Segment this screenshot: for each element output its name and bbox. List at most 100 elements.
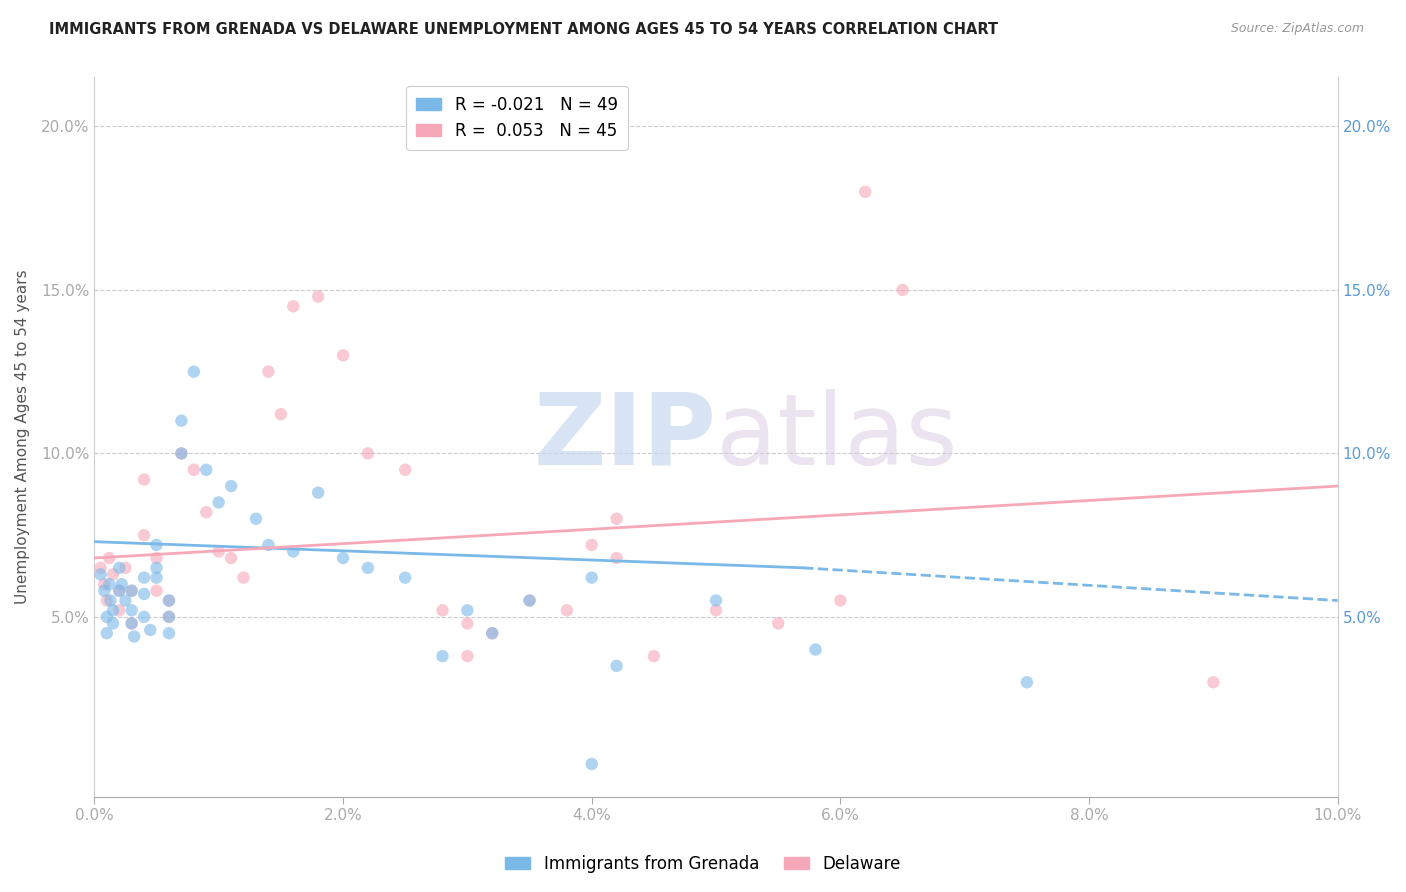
Point	[145, 538, 167, 552]
Point	[270, 407, 292, 421]
Point	[96, 610, 118, 624]
Point	[891, 283, 914, 297]
Point	[157, 593, 180, 607]
Point	[394, 463, 416, 477]
Point	[853, 185, 876, 199]
Point	[283, 299, 305, 313]
Point	[332, 348, 354, 362]
Point	[101, 603, 124, 617]
Point	[704, 603, 727, 617]
Point	[219, 479, 242, 493]
Point	[90, 567, 112, 582]
Point	[139, 623, 162, 637]
Point	[307, 485, 329, 500]
Text: atlas: atlas	[716, 389, 957, 485]
Point	[132, 587, 155, 601]
Point	[1202, 675, 1225, 690]
Legend: Immigrants from Grenada, Delaware: Immigrants from Grenada, Delaware	[499, 848, 907, 880]
Point	[121, 616, 143, 631]
Point	[114, 561, 136, 575]
Point	[257, 538, 280, 552]
Point	[581, 756, 603, 771]
Text: IMMIGRANTS FROM GRENADA VS DELAWARE UNEMPLOYMENT AMONG AGES 45 TO 54 YEARS CORRE: IMMIGRANTS FROM GRENADA VS DELAWARE UNEM…	[49, 22, 998, 37]
Point	[108, 583, 131, 598]
Point	[481, 626, 503, 640]
Point	[132, 473, 155, 487]
Point	[481, 626, 503, 640]
Point	[132, 610, 155, 624]
Point	[581, 571, 603, 585]
Point	[121, 583, 143, 598]
Point	[606, 512, 628, 526]
Point	[108, 603, 131, 617]
Point	[108, 561, 131, 575]
Point	[157, 610, 180, 624]
Point	[606, 659, 628, 673]
Point	[456, 649, 478, 664]
Text: Source: ZipAtlas.com: Source: ZipAtlas.com	[1230, 22, 1364, 36]
Point	[157, 626, 180, 640]
Point	[307, 289, 329, 303]
Point	[804, 642, 827, 657]
Point	[555, 603, 578, 617]
Point	[170, 446, 193, 460]
Point	[111, 577, 134, 591]
Point	[121, 583, 143, 598]
Point	[183, 463, 205, 477]
Point	[581, 538, 603, 552]
Point	[100, 593, 122, 607]
Point	[456, 616, 478, 631]
Point	[332, 551, 354, 566]
Point	[122, 630, 145, 644]
Point	[245, 512, 267, 526]
Point	[145, 551, 167, 566]
Point	[101, 616, 124, 631]
Y-axis label: Unemployment Among Ages 45 to 54 years: Unemployment Among Ages 45 to 54 years	[15, 269, 30, 605]
Point	[121, 603, 143, 617]
Point	[114, 593, 136, 607]
Point	[357, 561, 380, 575]
Point	[170, 446, 193, 460]
Point	[108, 583, 131, 598]
Point	[456, 603, 478, 617]
Point	[195, 505, 218, 519]
Point	[132, 528, 155, 542]
Text: ZIP: ZIP	[533, 389, 716, 485]
Point	[157, 610, 180, 624]
Point	[96, 593, 118, 607]
Point	[257, 365, 280, 379]
Point	[121, 616, 143, 631]
Point	[519, 593, 541, 607]
Point	[519, 593, 541, 607]
Point	[768, 616, 790, 631]
Point	[704, 593, 727, 607]
Point	[98, 577, 121, 591]
Point	[394, 571, 416, 585]
Point	[157, 593, 180, 607]
Point	[132, 571, 155, 585]
Point	[101, 567, 124, 582]
Point	[145, 561, 167, 575]
Point	[432, 649, 454, 664]
Point	[195, 463, 218, 477]
Point	[208, 495, 231, 509]
Point	[170, 414, 193, 428]
Point	[643, 649, 665, 664]
Point	[357, 446, 380, 460]
Point	[606, 551, 628, 566]
Legend: R = -0.021   N = 49, R =  0.053   N = 45: R = -0.021 N = 49, R = 0.053 N = 45	[406, 86, 627, 150]
Point	[98, 551, 121, 566]
Point	[145, 571, 167, 585]
Point	[432, 603, 454, 617]
Point	[93, 577, 115, 591]
Point	[830, 593, 852, 607]
Point	[183, 365, 205, 379]
Point	[208, 544, 231, 558]
Point	[145, 583, 167, 598]
Point	[219, 551, 242, 566]
Point	[1015, 675, 1038, 690]
Point	[93, 583, 115, 598]
Point	[96, 626, 118, 640]
Point	[283, 544, 305, 558]
Point	[232, 571, 254, 585]
